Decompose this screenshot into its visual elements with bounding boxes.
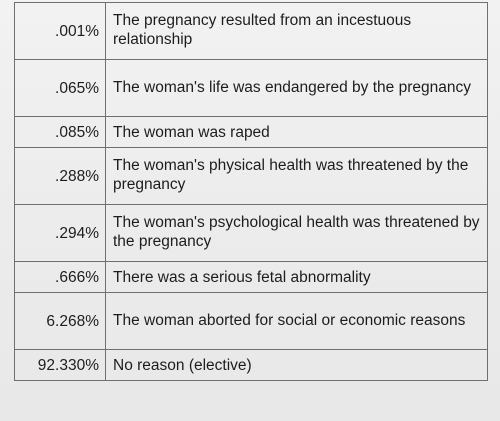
table-row: .294% The woman's psychological health w… <box>14 204 488 262</box>
percent-cell: 6.268% <box>14 292 106 350</box>
table-row: .666% There was a serious fetal abnormal… <box>14 261 488 293</box>
table-row: .065% The woman's life was endangered by… <box>14 59 488 117</box>
percent-cell: .085% <box>14 116 106 148</box>
table-row: 92.330% No reason (elective) <box>14 349 488 381</box>
reason-cell: There was a serious fetal abnormality <box>105 261 488 293</box>
reason-cell: The woman was raped <box>105 116 488 148</box>
table-row: .288% The woman's physical health was th… <box>14 147 488 205</box>
reason-cell: The woman's physical health was threaten… <box>105 147 488 205</box>
percent-cell: .666% <box>14 261 106 293</box>
percent-cell: .001% <box>14 2 106 60</box>
reason-cell: No reason (elective) <box>105 349 488 381</box>
table-row: .001% The pregnancy resulted from an inc… <box>14 2 488 60</box>
reason-cell: The woman's psychological health was thr… <box>105 204 488 262</box>
reason-cell: The pregnancy resulted from an incestuou… <box>105 2 488 60</box>
reason-cell: The woman's life was endangered by the p… <box>105 59 488 117</box>
percent-cell: .294% <box>14 204 106 262</box>
reasons-table: .001% The pregnancy resulted from an inc… <box>14 2 488 381</box>
percent-cell: .288% <box>14 147 106 205</box>
table-row: .085% The woman was raped <box>14 116 488 148</box>
percent-cell: .065% <box>14 59 106 117</box>
percent-cell: 92.330% <box>14 349 106 381</box>
table-row: 6.268% The woman aborted for social or e… <box>14 292 488 350</box>
reason-cell: The woman aborted for social or economic… <box>105 292 488 350</box>
